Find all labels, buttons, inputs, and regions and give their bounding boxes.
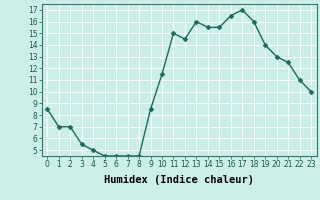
X-axis label: Humidex (Indice chaleur): Humidex (Indice chaleur): [104, 175, 254, 185]
